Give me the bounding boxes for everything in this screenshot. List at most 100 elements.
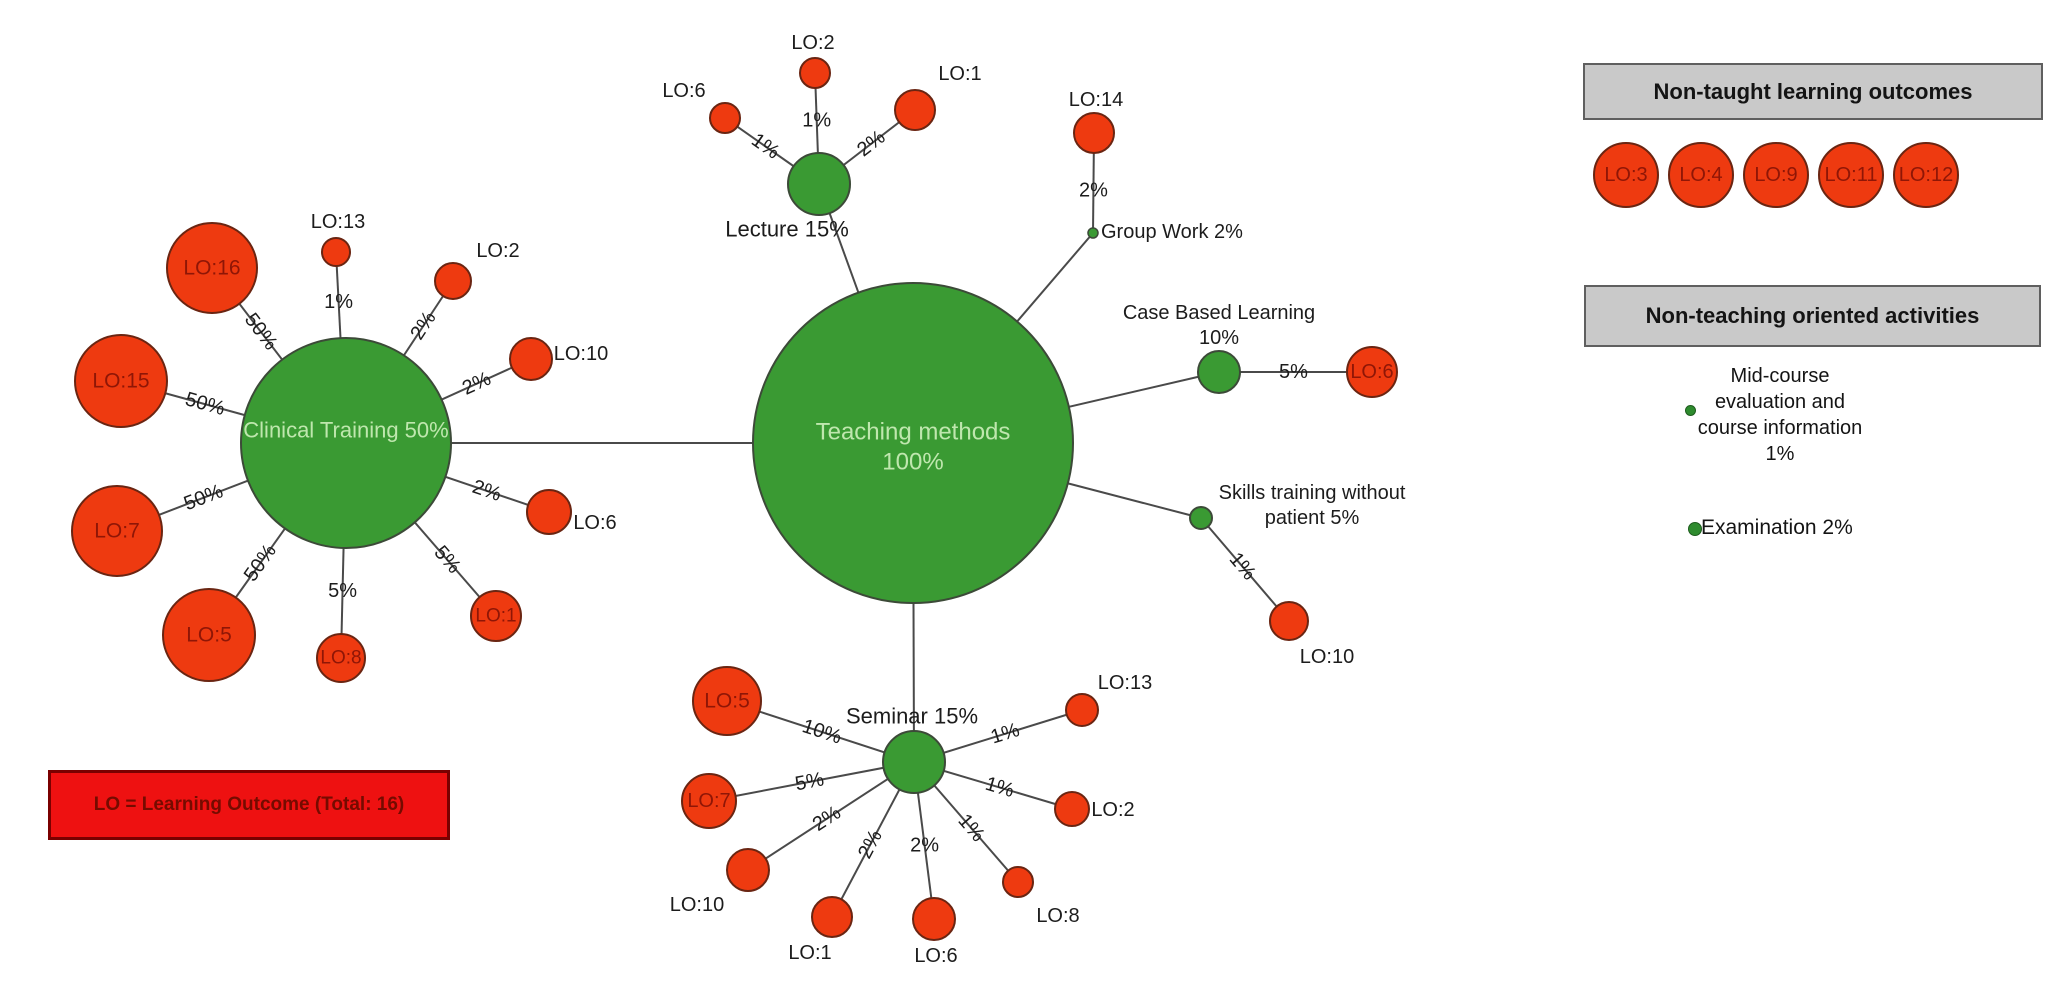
- label-seminar: Seminar 15%: [846, 704, 978, 729]
- node-sem-lo6: [912, 897, 956, 941]
- legend-non-taught-circles: LO:3 LO:4 LO:9 LO:11 LO:12: [1593, 142, 1959, 208]
- legend-circle-lo4: LO:4: [1668, 142, 1734, 208]
- node-lec-lo2: [799, 57, 831, 89]
- label-skills-line-1: Skills training without: [1219, 482, 1406, 504]
- mid-course-line-3: course information: [1697, 417, 1863, 439]
- node-cl-lo7: [71, 485, 163, 577]
- node-cl-lo8: [316, 633, 366, 683]
- label-sem-lo2: LO:2: [1091, 799, 1134, 821]
- edge-label-casebased-cb-lo6: 5%: [1279, 361, 1308, 383]
- label-cb-lo6: LO:6: [1350, 361, 1393, 383]
- legend-non-taught-title: Non-taught learning outcomes: [1653, 78, 1973, 104]
- mid-course-evaluation-item: Mid-course evaluation and course informa…: [1655, 363, 1905, 467]
- edge-label-clinical-cl-lo2: 2%: [406, 307, 440, 343]
- node-cl-lo13: [321, 237, 351, 267]
- label-lec-lo6: LO:6: [662, 80, 705, 102]
- node-lec-lo1: [894, 89, 936, 131]
- node-sem-lo8: [1002, 866, 1034, 898]
- lo-note-box: LO = Learning Outcome (Total: 16): [48, 770, 450, 840]
- label-sk-lo10: LO:10: [1300, 646, 1354, 668]
- edge-label-clinical-cl-lo7: 50%: [181, 480, 226, 515]
- node-casebased: [1197, 350, 1241, 394]
- node-lec-lo6: [709, 102, 741, 134]
- label-sem-lo13: LO:13: [1098, 672, 1152, 694]
- node-groupwork: [1087, 227, 1099, 239]
- node-sem-lo2: [1054, 791, 1090, 827]
- label-cl-lo2: LO:2: [476, 240, 519, 262]
- node-cl-lo16: [166, 222, 258, 314]
- label-lec-lo1: LO:1: [938, 63, 981, 85]
- node-sk-lo10: [1269, 601, 1309, 641]
- mid-course-line-2: evaluation and: [1714, 391, 1846, 413]
- node-sem-lo1: [811, 896, 853, 938]
- label-cl-lo1: LO:1: [475, 606, 516, 627]
- legend-circle-lo3: LO:3: [1593, 142, 1659, 208]
- label-casebased-line-2: 10%: [1199, 327, 1239, 349]
- node-lecture: [787, 152, 851, 216]
- label-lecture: Lecture 15%: [725, 217, 849, 242]
- edge-label-seminar-sem-lo5: 10%: [799, 715, 844, 748]
- edge-label-clinical-cl-lo16: 50%: [240, 309, 282, 354]
- edge-seminar-sem-lo10: [747, 761, 915, 871]
- label-cl-lo10: LO:10: [554, 343, 608, 365]
- label-teaching-line-1: Teaching methods: [816, 419, 1011, 446]
- node-cb-lo6: [1346, 346, 1398, 398]
- examination-dot-icon: [1688, 522, 1702, 536]
- legend-circle-lo11: LO:11: [1818, 142, 1884, 208]
- mid-course-line-4: 1%: [1765, 443, 1795, 465]
- legend-circle-lo12: LO:12: [1893, 142, 1959, 208]
- edge-skills-sk-lo10: [1200, 517, 1290, 622]
- label-cl-lo5: LO:5: [186, 624, 232, 647]
- node-cl-lo2: [434, 262, 472, 300]
- label-sem-lo10: LO:10: [670, 894, 724, 916]
- edge-label-lecture-lec-lo6: 1%: [747, 129, 783, 164]
- node-cl-lo5: [162, 588, 256, 682]
- node-sem-lo13: [1065, 693, 1099, 727]
- legend-circle-lo9: LO:9: [1743, 142, 1809, 208]
- label-sem-lo5: LO:5: [704, 690, 750, 713]
- label-cl-lo16: LO:16: [183, 257, 240, 280]
- edge-label-clinical-cl-lo15: 50%: [183, 388, 228, 420]
- node-cl-lo1: [470, 590, 522, 642]
- node-teaching: [752, 282, 1074, 604]
- label-clinical: Clinical Training 50%: [243, 418, 448, 443]
- examination-item: Examination 2%: [1701, 516, 1853, 539]
- label-cl-lo15: LO:15: [92, 370, 149, 393]
- edge-label-seminar-sem-lo2: 1%: [983, 773, 1017, 802]
- edge-label-seminar-sem-lo1: 2%: [854, 826, 887, 862]
- label-skills-line-2: patient 5%: [1265, 507, 1360, 529]
- label-lec-lo2: LO:2: [791, 32, 834, 54]
- label-cl-lo8: LO:8: [320, 648, 361, 669]
- edge-label-seminar-sem-lo7: 5%: [793, 768, 826, 795]
- label-sem-lo8: LO:8: [1036, 905, 1079, 927]
- edge-label-seminar-sem-lo13: 1%: [988, 719, 1022, 749]
- edge-label-seminar-sem-lo10: 2%: [809, 802, 845, 836]
- lo-note-text: LO = Learning Outcome (Total: 16): [93, 794, 405, 815]
- edge-label-seminar-sem-lo6: 2%: [910, 834, 939, 856]
- edge-seminar-sem-lo7: [708, 761, 915, 802]
- legend-non-teaching-title: Non-teaching oriented activities: [1645, 303, 1980, 328]
- label-cl-lo6: LO:6: [573, 512, 616, 534]
- node-skills: [1189, 506, 1213, 530]
- edge-label-groupwork-gw-lo14: 2%: [1079, 179, 1108, 201]
- label-gw-lo14: LO:14: [1069, 89, 1123, 111]
- edge-label-lecture-lec-lo1: 2%: [853, 126, 889, 161]
- edge-label-clinical-cl-lo10: 2%: [459, 368, 495, 400]
- node-clinical: [240, 337, 452, 549]
- label-sem-lo1: LO:1: [788, 942, 831, 964]
- node-cl-lo10: [509, 337, 553, 381]
- legend-non-taught-header: Non-taught learning outcomes: [1583, 63, 2043, 120]
- node-sem-lo5: [692, 666, 762, 736]
- edge-label-clinical-cl-lo6: 2%: [470, 476, 505, 506]
- edge-label-skills-sk-lo10: 1%: [1225, 548, 1261, 584]
- node-cl-lo15: [74, 334, 168, 428]
- node-gw-lo14: [1073, 112, 1115, 154]
- node-sem-lo7: [681, 773, 737, 829]
- legend-non-teaching-header: Non-teaching oriented activities: [1584, 285, 2041, 347]
- label-cl-lo7: LO:7: [94, 520, 140, 543]
- edge-label-clinical-cl-lo1: 5%: [429, 542, 465, 578]
- label-sem-lo7: LO:7: [687, 790, 730, 812]
- mid-course-line-1: Mid-course: [1730, 365, 1830, 387]
